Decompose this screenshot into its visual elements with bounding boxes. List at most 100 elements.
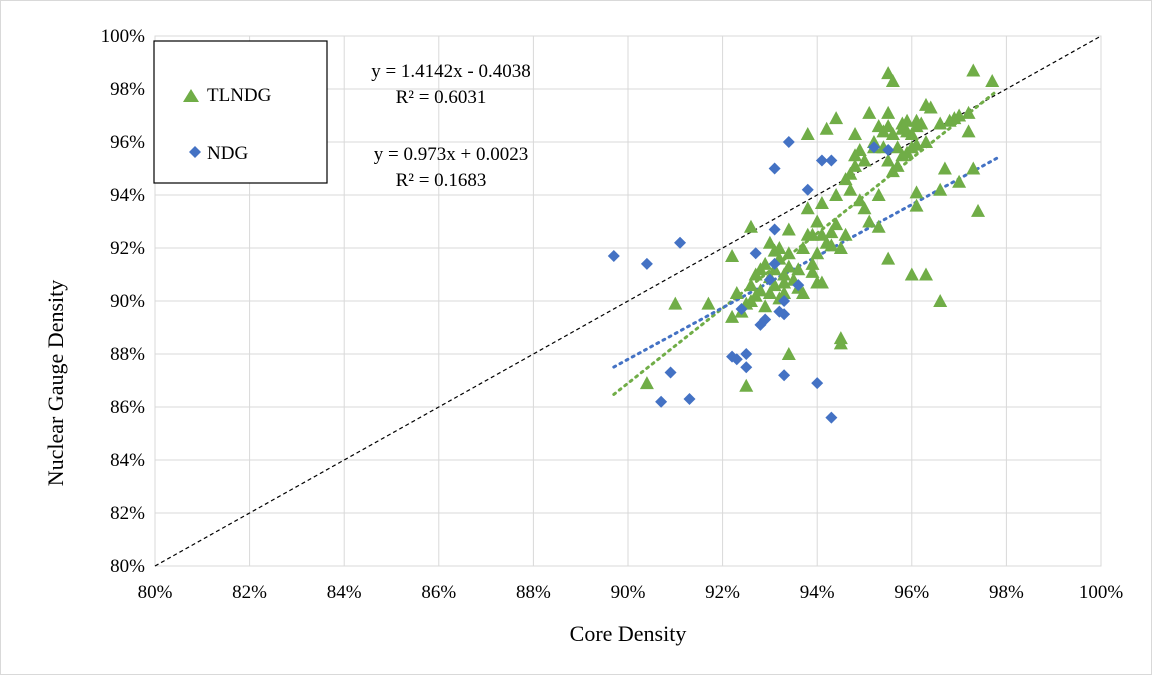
- x-tick-label: 94%: [800, 582, 835, 603]
- tlndg-point: [800, 201, 815, 215]
- tlndg-point: [824, 225, 839, 239]
- tlndg-point: [881, 251, 896, 265]
- tlndg-point: [871, 219, 886, 233]
- x-tick-label: 84%: [327, 582, 362, 603]
- tlndg-point: [639, 376, 654, 390]
- tlndg-point: [852, 142, 867, 156]
- ndg-point: [811, 377, 824, 390]
- tlndg-point: [725, 309, 740, 323]
- tlndg-point: [758, 256, 773, 270]
- x-tick-label: 86%: [421, 582, 456, 603]
- ndg-point: [801, 183, 814, 196]
- ndg-point: [730, 353, 743, 366]
- tlndg-point: [933, 182, 948, 196]
- y-tick-label: 86%: [110, 397, 145, 418]
- tlndg-point: [781, 259, 796, 273]
- y-axis-title: Nuclear Gauge Density: [43, 280, 68, 486]
- ndg-trendline: [612, 156, 999, 369]
- ndg-point: [763, 273, 776, 286]
- ndg-point: [683, 393, 696, 406]
- x-tick-label: 100%: [1079, 582, 1124, 603]
- tlndg-point: [753, 283, 768, 297]
- tlndg-point: [909, 198, 924, 212]
- ndg-point: [768, 223, 781, 236]
- ndg-points: [607, 136, 895, 424]
- tlndg-point: [814, 195, 829, 209]
- ndg-point: [674, 236, 687, 249]
- tlndg-point: [829, 188, 844, 201]
- ndg-point: [768, 162, 781, 175]
- x-tick-label: 90%: [611, 582, 646, 603]
- legend-ndg-label: NDG: [207, 143, 248, 164]
- tlndg-point: [743, 219, 758, 233]
- tlndg-point: [843, 182, 858, 196]
- y-tick-label: 94%: [110, 185, 145, 206]
- tlndg-point: [871, 188, 886, 201]
- ndg-point: [825, 154, 838, 167]
- tlndg-point: [933, 294, 948, 307]
- x-tick-label: 80%: [138, 582, 173, 603]
- tlndg-point: [805, 264, 820, 278]
- tlndg-point: [952, 174, 967, 188]
- ndg-point: [607, 249, 620, 262]
- ndg-point: [640, 257, 653, 270]
- ndg-point: [778, 308, 791, 321]
- tlndg-point: [762, 286, 777, 300]
- ndg-point: [759, 313, 772, 326]
- tlndg-point: [961, 105, 976, 119]
- ndg-point: [735, 302, 748, 315]
- ndg-point: [825, 411, 838, 424]
- ndg-point: [782, 136, 795, 148]
- tlndg-points: [639, 63, 1000, 392]
- tlndg-point: [668, 296, 683, 310]
- ndg-point: [867, 141, 880, 154]
- x-tick-label: 82%: [232, 582, 267, 603]
- x-tick-label: 92%: [705, 582, 740, 603]
- tlndg-point: [781, 246, 796, 260]
- tlndg-point: [796, 286, 811, 300]
- ndg-point: [768, 257, 781, 270]
- tlndg-point: [914, 116, 929, 130]
- ndg-point: [749, 247, 762, 260]
- tlndg-point: [881, 153, 896, 167]
- y-tick-label: 80%: [110, 556, 145, 577]
- y-tick-label: 84%: [110, 450, 145, 471]
- tlndg-point: [762, 235, 777, 249]
- tlndg-point: [904, 127, 919, 141]
- tlndg-point: [848, 158, 863, 172]
- tlndg-point: [729, 286, 744, 300]
- tlndg-point: [800, 127, 815, 141]
- tlndg-point: [966, 161, 981, 175]
- legend-tlndg-label: TLNDG: [207, 85, 272, 106]
- y-tick-label: 98%: [110, 79, 145, 100]
- tlndg-trendline-r2: R² = 0.6031: [396, 87, 487, 108]
- tlndg-point: [909, 185, 924, 199]
- tlndg-point: [743, 278, 758, 292]
- tlndg-point: [862, 105, 877, 119]
- tlndg-point: [829, 111, 844, 125]
- tlndg-trendline-equation: y = 1.4142x - 0.4038: [371, 61, 531, 82]
- tlndg-point: [881, 119, 896, 133]
- ndg-point: [882, 143, 895, 156]
- tlndg-point: [833, 336, 848, 350]
- y-tick-label: 96%: [110, 132, 145, 153]
- plot-area-frame: [154, 35, 1102, 567]
- x-axis-title: Core Density: [570, 621, 687, 646]
- legend-ndg-marker: [189, 146, 201, 158]
- tlndg-point: [857, 201, 872, 215]
- tlndg-point: [777, 286, 792, 300]
- tlndg-point: [881, 66, 896, 80]
- x-tick-label: 98%: [989, 582, 1024, 603]
- ndg-point: [815, 154, 828, 167]
- tlndg-point: [833, 241, 848, 254]
- tlndg-point: [810, 246, 825, 260]
- tlndg-point: [848, 127, 863, 141]
- tlndg-point: [852, 193, 867, 207]
- y-axis-ticks: 80% 82% 84% 86% 88% 90% 92% 94% 96% 98% 100%: [101, 26, 146, 577]
- tlndg-point: [918, 135, 933, 148]
- y-tick-label: 100%: [101, 26, 146, 47]
- tlndg-point: [890, 140, 905, 154]
- tlndg-point: [885, 74, 900, 88]
- tlndg-point: [781, 222, 796, 236]
- ndg-point: [655, 395, 668, 408]
